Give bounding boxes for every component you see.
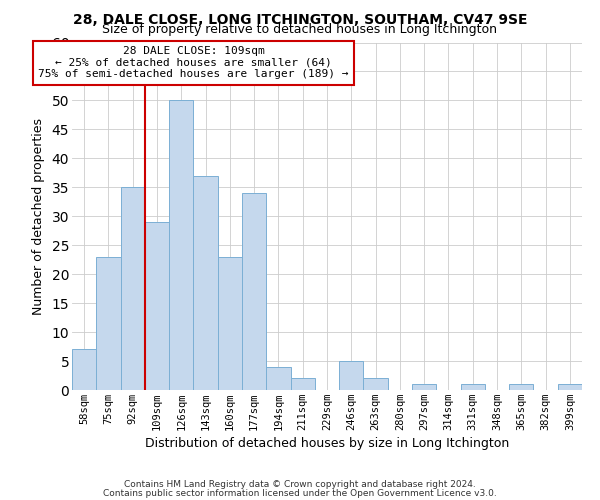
Bar [364,378,388,390]
Bar [266,367,290,390]
Text: 28, DALE CLOSE, LONG ITCHINGTON, SOUTHAM, CV47 9SE: 28, DALE CLOSE, LONG ITCHINGTON, SOUTHAM… [73,12,527,26]
Text: 28 DALE CLOSE: 109sqm
← 25% of detached houses are smaller (64)
75% of semi-deta: 28 DALE CLOSE: 109sqm ← 25% of detached … [38,46,349,80]
Bar [290,378,315,390]
Text: Contains HM Land Registry data © Crown copyright and database right 2024.: Contains HM Land Registry data © Crown c… [124,480,476,489]
Bar [412,384,436,390]
Bar [96,257,121,390]
Bar [169,100,193,390]
Bar [558,384,582,390]
Text: Contains public sector information licensed under the Open Government Licence v3: Contains public sector information licen… [103,488,497,498]
Bar [121,188,145,390]
Bar [461,384,485,390]
X-axis label: Distribution of detached houses by size in Long Itchington: Distribution of detached houses by size … [145,437,509,450]
Bar [242,193,266,390]
Bar [193,176,218,390]
Bar [509,384,533,390]
Bar [72,350,96,390]
Y-axis label: Number of detached properties: Number of detached properties [32,118,44,315]
Text: Size of property relative to detached houses in Long Itchington: Size of property relative to detached ho… [103,22,497,36]
Bar [218,257,242,390]
Bar [145,222,169,390]
Bar [339,361,364,390]
